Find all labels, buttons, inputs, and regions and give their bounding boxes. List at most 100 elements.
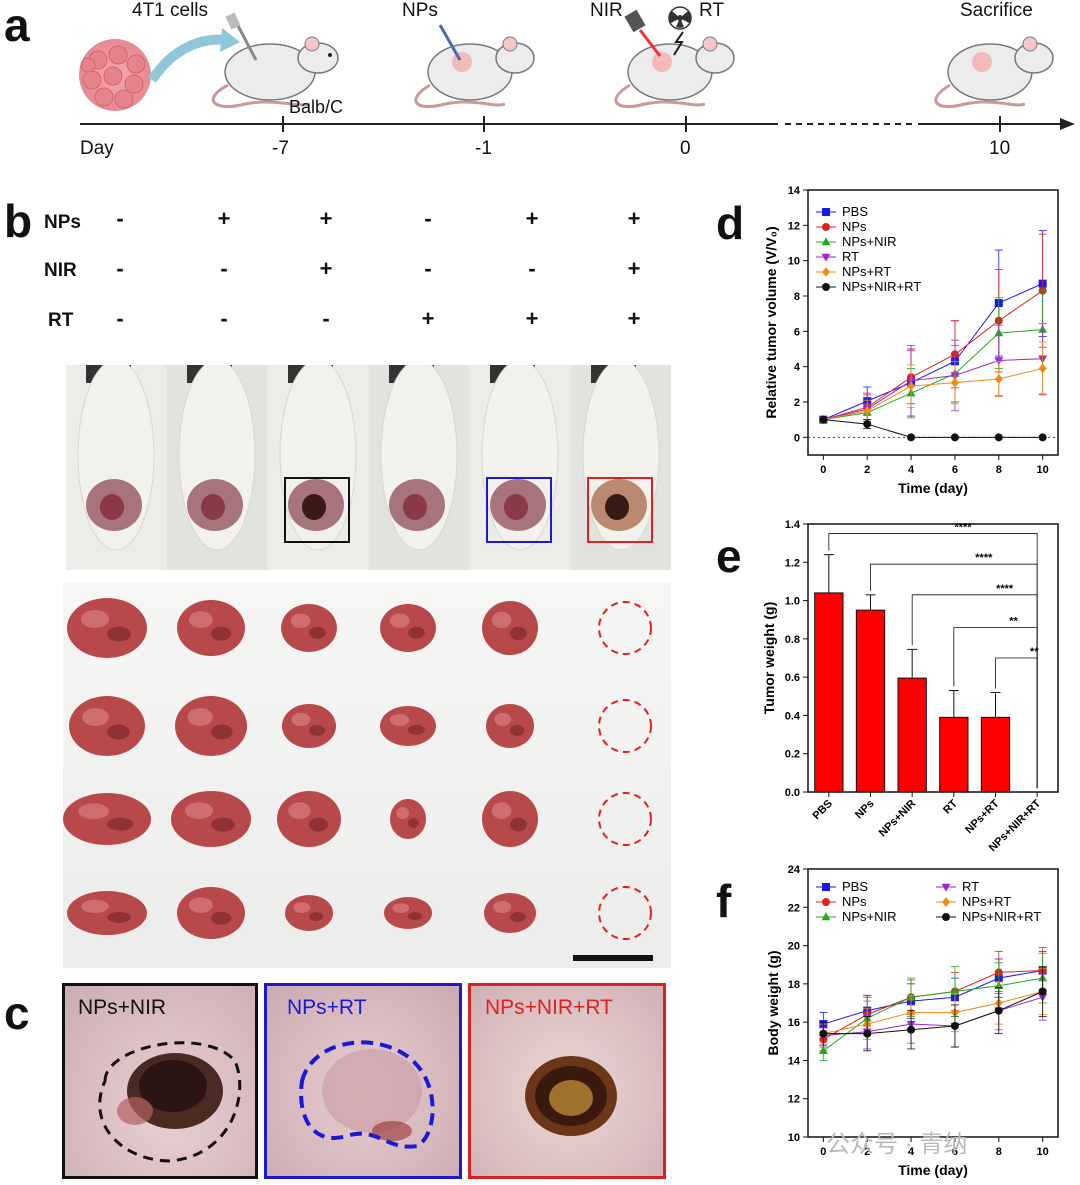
x-tick-label: 2 [864,1146,870,1158]
mouse-icon [934,36,1054,109]
y-tick-label: 4 [794,362,801,374]
series-line [823,283,1043,421]
closeup-label-nps-nir: NPs+NIR [78,996,167,1019]
legend-label: NPs+NIR [842,909,897,924]
x-tick-label: 0 [820,1146,826,1158]
legend-label: NPs [842,219,867,234]
treatment-sign: + [525,306,539,331]
significance-label: **** [975,552,993,564]
legend-item: PBS [816,204,868,219]
x-tick-label: 6 [952,464,958,476]
day-tick-label: -7 [272,138,289,159]
data-point [994,374,1003,384]
data-point [1038,987,1047,996]
day-tick-label: -1 [475,138,492,159]
legend-item: NPs [816,894,867,909]
legend-label: NPs [842,894,867,909]
closeup-nps-rt [264,983,462,1179]
data-point [950,986,960,995]
y-tick-label: 18 [788,979,800,991]
series-nps-nir-rt [819,966,1047,1052]
no-tumor-circle [598,699,652,753]
row-label-nps: NPs [44,212,81,233]
y-tick-label: 0.2 [785,749,800,761]
x-tick-label: 10 [1037,1146,1049,1158]
y-tick-label: 10 [788,1132,800,1144]
series-pbs [819,950,1047,1036]
mouse-icon [414,24,535,109]
mouse-photo [268,365,368,570]
series-line [823,969,1043,1040]
legend-item: NPs [816,219,867,234]
y-axis-label: Relative tumor volume (V/V₀) [763,226,779,418]
day-tick-label: 10 [989,138,1011,159]
closeup-label-nps-rt: NPs+RT [287,996,367,1019]
mouse-photo [167,365,267,570]
y-axis-label: Tumor weight (g) [761,602,777,715]
series-line [823,329,1043,421]
panel-a-schematic [79,6,1075,132]
legend-label: NPs+RT [842,264,891,279]
data-point [907,381,916,391]
sacrifice-label: Sacrifice [960,0,1033,21]
treatment-sign: - [116,306,124,331]
series-line [823,358,1043,421]
legend-item: PBS [816,879,868,894]
x-tick-label: NPs+RT [963,797,1002,836]
cells-label: 4T1 cells [132,0,209,21]
excised-tumor [380,706,436,746]
excised-tumor [171,791,251,847]
excised-tumor [69,696,145,756]
excised-tumor-photo [63,583,671,968]
y-tick-label: 2 [794,397,800,409]
data-point [950,1021,959,1030]
treatment-sign: + [421,306,435,331]
bar [855,609,886,793]
y-tick-label: 14 [788,185,801,197]
data-point [907,1025,916,1034]
x-tick-label: RT [941,797,960,816]
no-tumor-circle [598,792,652,846]
y-tick-label: 12 [788,1094,800,1106]
watermark: 公众号 · 青纳 [826,1131,968,1158]
series-line [823,969,1043,1025]
y-tick-label: 24 [788,864,801,876]
nir-step-label: NIR [590,0,623,21]
legend-item: NPs+RT [816,264,891,279]
rt-step-label: RT [699,0,724,21]
bar [939,716,969,793]
treatment-sign: - [220,306,228,331]
data-point [863,406,872,416]
treatment-sign: + [319,256,333,281]
excised-tumor [67,891,147,935]
strain-label: Balb/C [289,97,344,117]
y-tick-label: 8 [794,291,800,303]
treatment-sign: + [525,206,539,231]
legend-label: PBS [842,204,868,219]
series-line [823,991,1043,1035]
y-tick-label: 0.6 [785,672,800,684]
significance-bracket: ** [995,646,1039,789]
no-tumor-circle [598,886,652,940]
bar [897,677,927,793]
legend-label: RT [962,879,979,894]
data-point [950,433,959,442]
treatment-sign: + [627,306,641,331]
series-line [823,996,1043,1037]
treatment-sign: - [322,306,330,331]
laser-icon [624,9,662,57]
mouse-photo [470,365,570,570]
excised-tumor [67,598,147,658]
series-rt [818,973,1048,1050]
legend-item: NPs+RT [936,894,1011,909]
row-label-rt: RT [48,310,74,331]
series-line [823,977,1043,1052]
excised-tumor [281,604,337,652]
x-tick-label: PBS [810,798,834,822]
series-rt [818,322,1048,426]
day-tick-label: 0 [680,138,691,159]
closeup-label-nps-nir-rt: NPs+NIR+RT [485,996,613,1019]
y-tick-label: 0.4 [785,710,801,722]
x-axis-label: Time (day) [898,480,968,496]
legend-label: NPs+RT [962,894,1011,909]
